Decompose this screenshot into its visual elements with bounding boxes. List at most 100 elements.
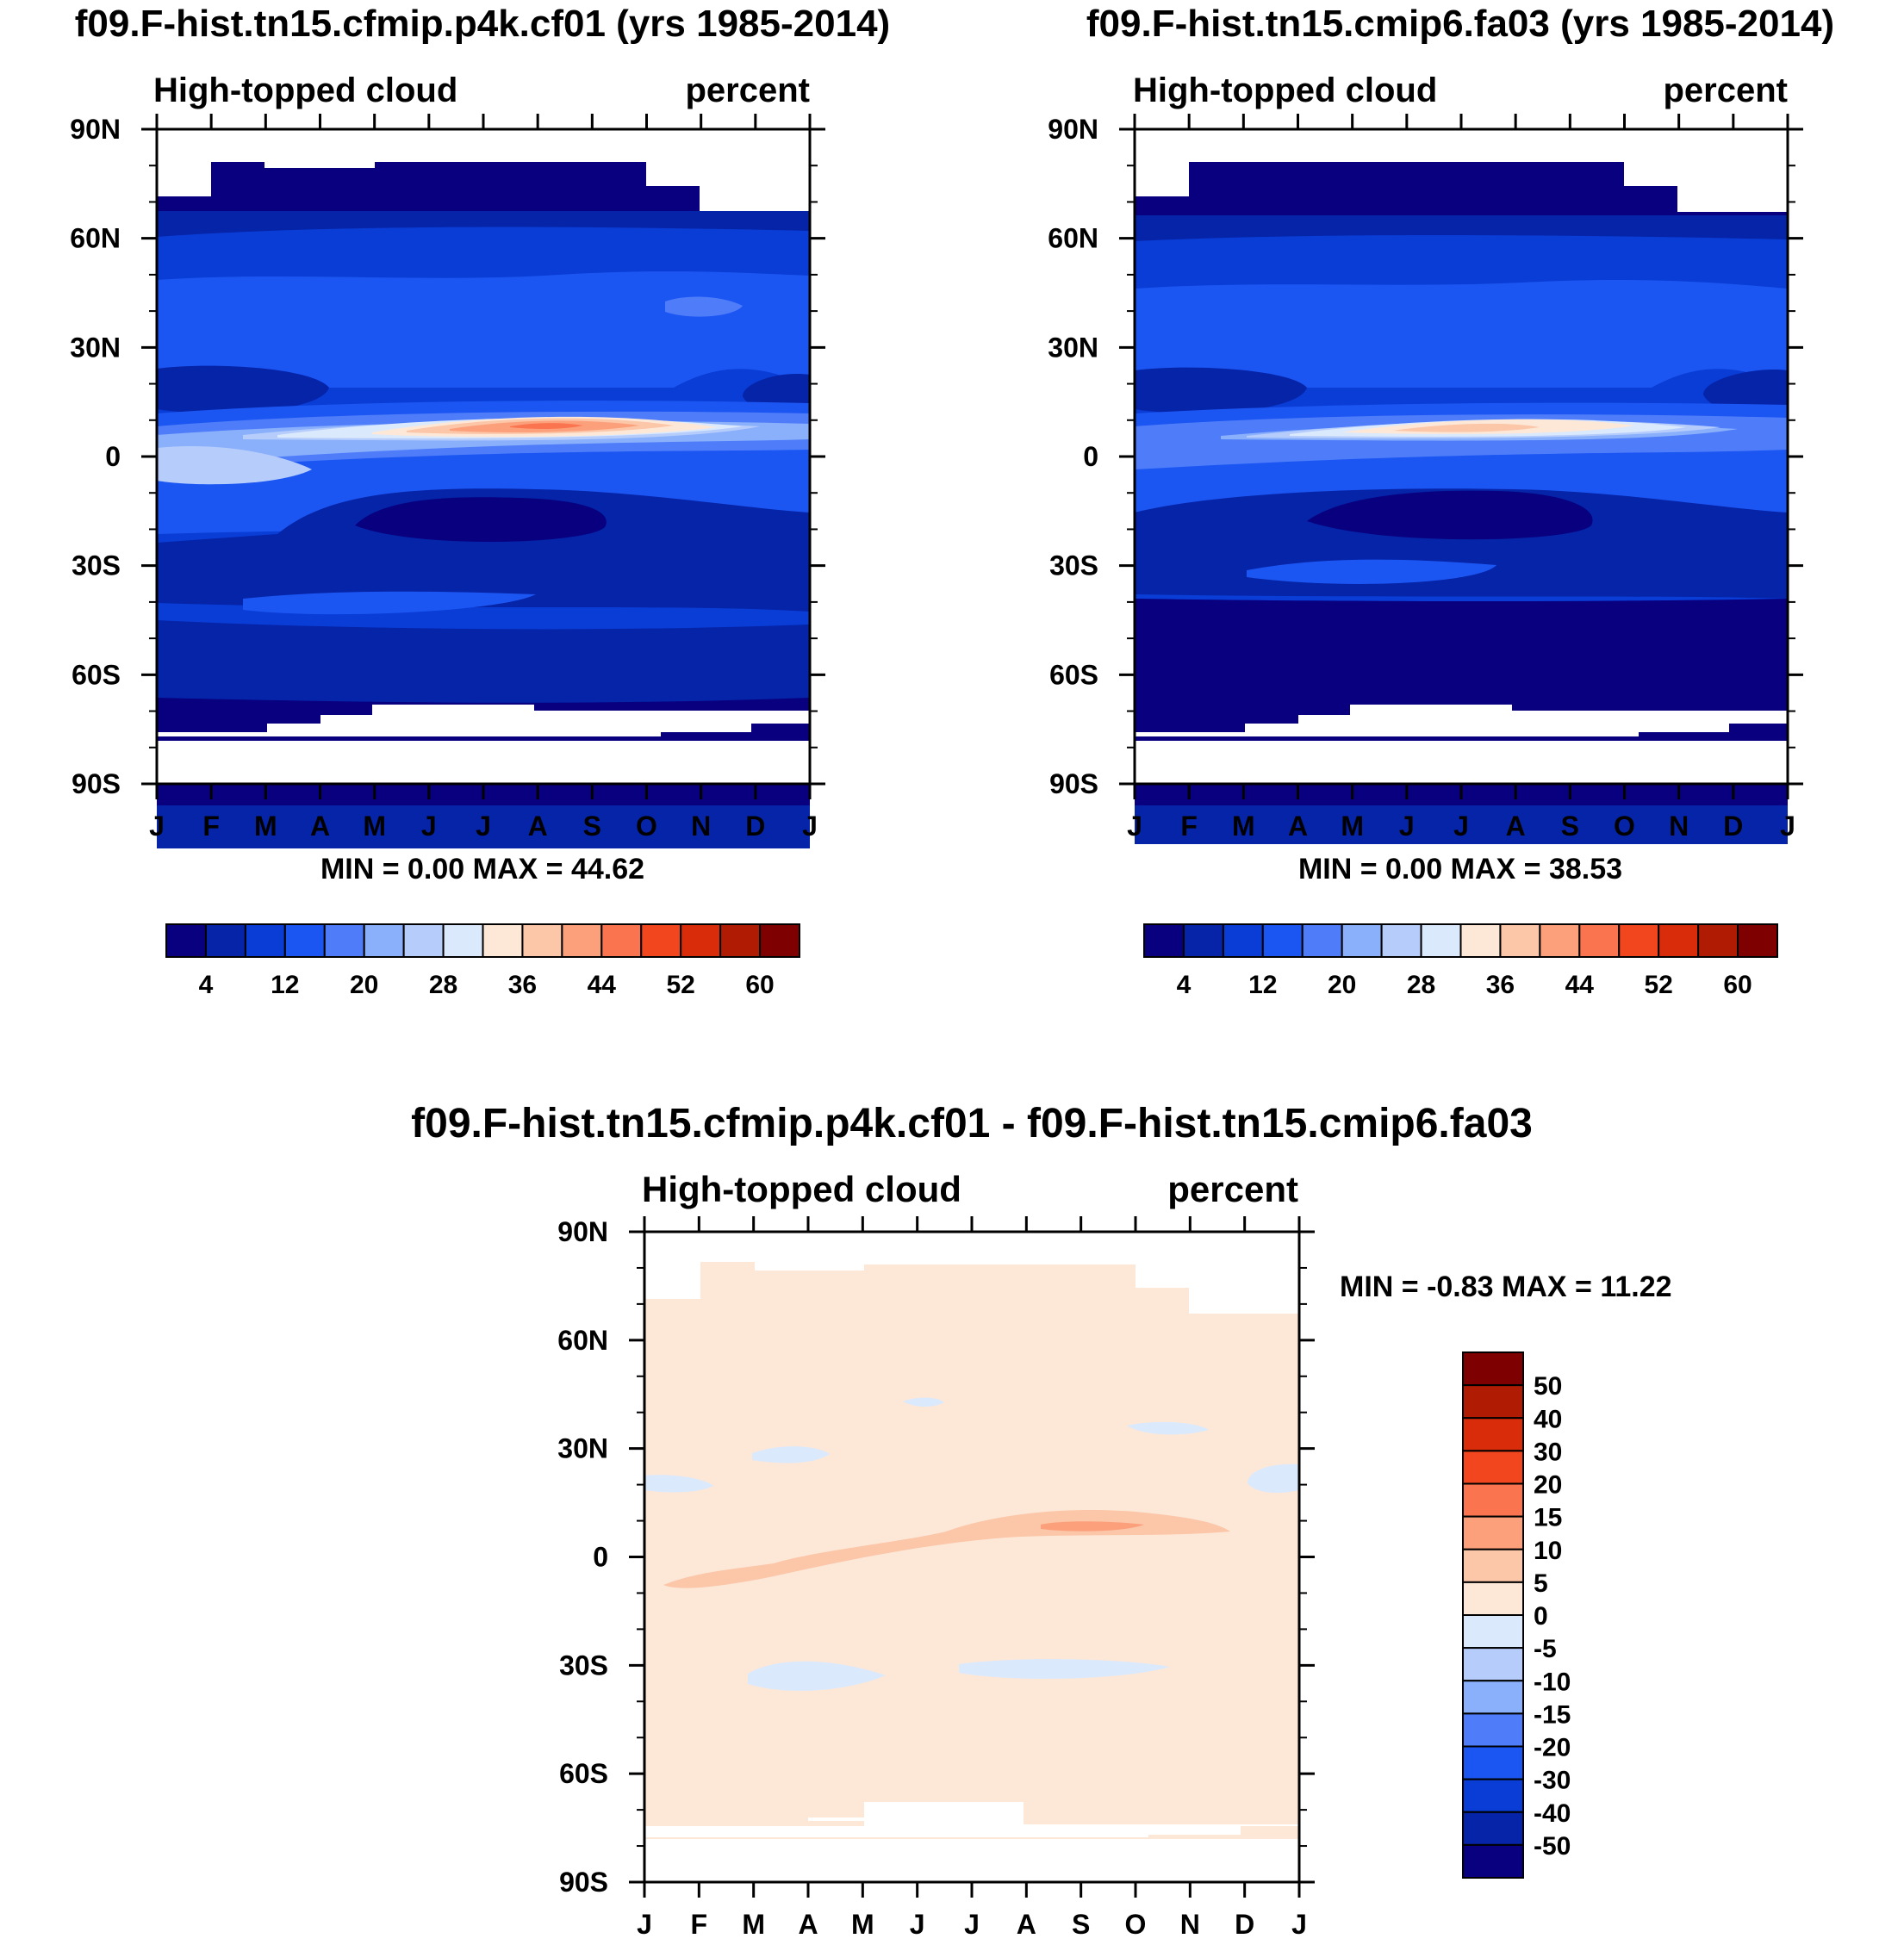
x-tick-label: S xyxy=(1072,1909,1090,1940)
x-tick-label: O xyxy=(636,811,657,842)
x-tick-label: A xyxy=(1017,1909,1036,1940)
contour-fill xyxy=(1024,1811,1299,1824)
units-label: percent xyxy=(1167,1169,1298,1209)
colorbar-box xyxy=(640,923,682,958)
min-max-text: MIN = 0.00 MAX = 38.53 xyxy=(1298,853,1622,885)
colorbar-box xyxy=(1697,923,1739,958)
y-tick-label: 30N xyxy=(557,1433,608,1464)
colorbar-box xyxy=(244,923,286,958)
y-tick-label: 90S xyxy=(1049,768,1098,799)
x-tick-label: M xyxy=(1341,811,1364,842)
left-label: High-topped cloud xyxy=(642,1169,961,1209)
x-tick-label: J xyxy=(802,811,818,842)
colorbar-label: 30 xyxy=(1534,1438,1562,1466)
y-tick-label: 60S xyxy=(1049,659,1098,690)
colorbar-label: -50 xyxy=(1534,1832,1571,1861)
colorbar-box xyxy=(561,923,603,958)
y-tick-label: 90S xyxy=(72,768,121,799)
contour-fill xyxy=(157,365,329,413)
colorbar-box xyxy=(1341,923,1383,958)
colorbar-label: 20 xyxy=(1534,1471,1562,1500)
x-tick-label: J xyxy=(1399,811,1415,842)
colorbar-label: 60 xyxy=(1723,971,1752,999)
missing-data xyxy=(644,1839,1299,1882)
colorbar-box xyxy=(1462,1614,1524,1650)
colorbar-box xyxy=(323,923,365,958)
x-tick-label: D xyxy=(745,811,765,842)
contour-fill xyxy=(1393,423,1540,432)
contour-fill xyxy=(903,1397,944,1407)
x-tick-label: A xyxy=(1506,811,1526,842)
colorbar-box xyxy=(1462,1482,1524,1518)
colorbar-box xyxy=(283,923,326,958)
x-tick-label: M xyxy=(1232,811,1255,842)
x-tick-label: J xyxy=(964,1909,980,1940)
contour-fill xyxy=(157,488,810,612)
colorbar-box xyxy=(1499,923,1541,958)
x-tick-label: A xyxy=(528,811,548,842)
x-tick-label: M xyxy=(254,811,277,842)
colorbar-label: 15 xyxy=(1534,1504,1562,1532)
panel-cfmip: f09.F-hist.tn15.cfmip.p4k.cf01 (yrs 1985… xyxy=(70,3,890,999)
colorbar-label: -30 xyxy=(1534,1767,1571,1795)
y-tick-label: 30S xyxy=(72,550,121,581)
contour-fill xyxy=(355,497,607,543)
colorbar-box xyxy=(1462,1647,1524,1682)
y-tick-label: 30S xyxy=(559,1650,608,1681)
units-label: percent xyxy=(1664,71,1789,109)
colorbar-box xyxy=(1182,923,1224,958)
colorbar-box xyxy=(680,923,722,958)
colorbar-label: 10 xyxy=(1534,1537,1562,1565)
panel-title: f09.F-hist.tn15.cfmip.p4k.cf01 - f09.F-h… xyxy=(411,1101,1533,1146)
y-tick-label: 90N xyxy=(1048,114,1098,145)
x-tick-label: N xyxy=(1669,811,1689,842)
y-tick-label: 60N xyxy=(557,1325,608,1356)
colorbar-label: 36 xyxy=(508,971,537,999)
x-tick-label: J xyxy=(910,1909,925,1940)
x-tick-label: J xyxy=(1780,811,1795,842)
colorbar-label: 50 xyxy=(1534,1372,1562,1401)
min-max-text: MIN = -0.83 MAX = 11.22 xyxy=(1340,1271,1672,1303)
panel-title: f09.F-hist.tn15.cfmip.p4k.cf01 (yrs 1985… xyxy=(75,3,890,45)
colorbar-label: 12 xyxy=(271,971,299,999)
missing-data xyxy=(1135,741,1788,784)
plot-area xyxy=(1135,129,1788,844)
panel-cmip6: f09.F-hist.tn15.cmip6.fa03 (yrs 1985-201… xyxy=(1048,3,1834,999)
colorbar-box xyxy=(1737,923,1778,958)
colorbar-label: 20 xyxy=(350,971,378,999)
x-tick-label: M xyxy=(742,1909,765,1940)
plot-area xyxy=(644,1232,1299,1882)
colorbar-box xyxy=(521,923,563,958)
missing-data xyxy=(157,705,810,736)
colorbar-box xyxy=(1462,1548,1524,1583)
axes: J F M A M J J A S O N D J 90N 60N 30N 0 30S 60S 90S xyxy=(1048,114,1803,842)
x-tick-label: A xyxy=(798,1909,818,1940)
colorbar-box xyxy=(1618,923,1660,958)
x-tick-label: F xyxy=(1180,811,1198,842)
panel-title: f09.F-hist.tn15.cmip6.fa03 (yrs 1985-201… xyxy=(1086,3,1834,45)
colorbar-label: 40 xyxy=(1534,1405,1562,1433)
colorbar-label: 52 xyxy=(1645,971,1673,999)
colorbar-box xyxy=(165,923,207,958)
y-tick-label: 90N xyxy=(70,114,121,145)
colorbar-label: 12 xyxy=(1248,971,1277,999)
colorbar-label: 44 xyxy=(1565,971,1595,999)
colorbar-box xyxy=(402,923,445,958)
contour-fill xyxy=(1703,370,1788,413)
colorbar-box xyxy=(1261,923,1304,958)
x-tick-label: M xyxy=(363,811,386,842)
x-tick-label: S xyxy=(1561,811,1579,842)
colorbar-box xyxy=(1301,923,1343,958)
contour-fill xyxy=(1127,1421,1209,1435)
x-tick-label: F xyxy=(691,1909,708,1940)
contour-fill xyxy=(644,1475,713,1493)
colorbar-box xyxy=(1462,1417,1524,1452)
colorbar-label: 5 xyxy=(1534,1569,1548,1598)
y-tick-label: 60S xyxy=(72,659,121,690)
contour-fill xyxy=(1247,559,1496,584)
colorbar-label: -5 xyxy=(1534,1635,1557,1663)
colorbar-box xyxy=(363,923,405,958)
y-tick-label: 90N xyxy=(557,1216,608,1247)
